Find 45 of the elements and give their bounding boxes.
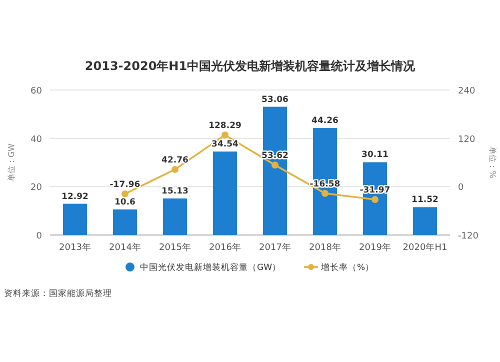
bar [413,207,437,235]
y2-tick-label: -120 [458,232,479,242]
data-label: 44.26 [312,116,339,126]
point [322,190,328,197]
bar [163,198,187,235]
y2-tick-label: 0 [458,183,464,194]
point [122,190,128,198]
x-tick-label: 2018年 [309,242,341,253]
x-tick-label: 2016年 [209,242,241,253]
y2-tick-label: 120 [458,134,476,145]
bar [113,209,137,235]
point [272,162,278,169]
legend-label: 中国光伏发电新增装机容量（GW） [140,262,281,273]
bar [213,152,237,235]
data-label: 15.13 [162,186,189,196]
data-label: 30.11 [362,150,389,160]
data-label: 53.06 [262,94,289,105]
y-tick-label: 0 [36,232,42,242]
data-label: 12.92 [62,192,89,202]
y2-tick-label: 240 [458,86,476,96]
y-tick-label: 20 [30,183,42,194]
x-tick-label: 2019年 [359,242,391,253]
y2-axis-title: 单位：% [488,146,497,179]
data-label: 10.6 [114,197,136,208]
y-tick-label: 60 [30,86,42,96]
point [222,131,228,138]
x-tick-label: 2017年 [259,242,291,253]
x-tick-label: 2013年 [59,242,91,253]
bar [263,106,287,235]
text: 资料来源：国家能源局整理 [4,288,112,299]
data-label: 34.54 [212,140,239,150]
x-tick-label: 2015年 [159,242,191,253]
x-tick-label: 2020年H1 [402,242,448,253]
data-label: 42.76 [162,155,189,166]
data-label: 11.52 [412,195,439,206]
data-label: -17.96 [110,180,140,190]
y-tick-label: 40 [30,134,42,145]
point [372,196,378,204]
x-tick-label: 2014年 [109,242,141,253]
y-axis-title: 单位：GW [7,143,16,182]
legend-label: 增长率（%） [320,262,374,273]
chart-title: 2013-2020年H1中国光伏发电新增装机容量统计及增长情况 [84,59,416,73]
point [172,166,178,173]
data-label: 128.29 [208,120,242,131]
bar [63,204,87,235]
